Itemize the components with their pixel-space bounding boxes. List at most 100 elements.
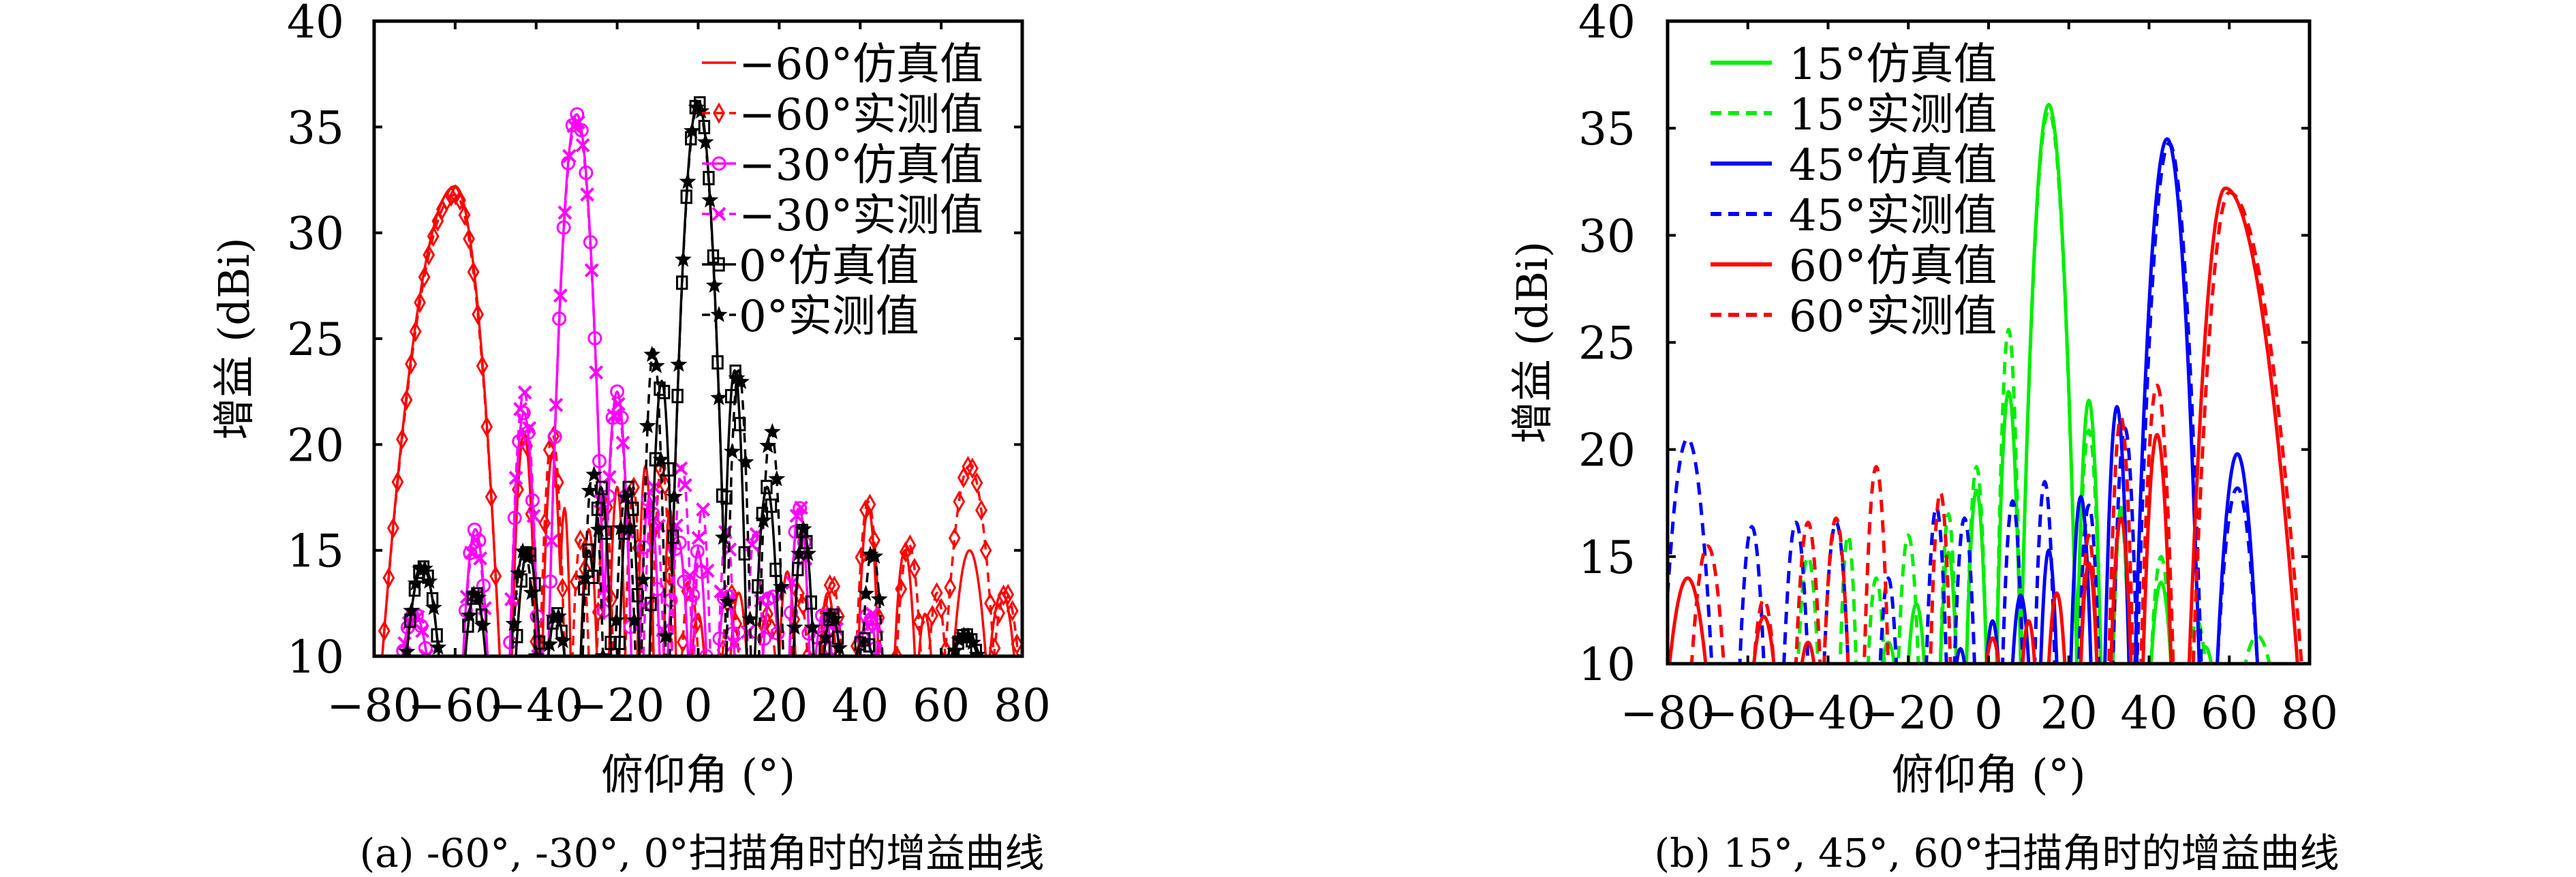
- legend-marker: [710, 305, 728, 322]
- data-point: [714, 528, 732, 545]
- data-point: [622, 480, 634, 495]
- data-point: [610, 384, 625, 399]
- data-point: [680, 189, 692, 204]
- data-point: [431, 210, 444, 232]
- data-point: [828, 575, 841, 598]
- data-point: [670, 355, 688, 372]
- chart-caption: (b) 15°, 45°, 60°扫描角时的增益曲线: [1655, 830, 2340, 876]
- data-point: [673, 461, 688, 476]
- data-point: [580, 187, 595, 202]
- x-axis-label: 俯仰角 (°): [1891, 750, 2085, 799]
- data-point: [863, 638, 876, 653]
- y-tick-label: 35: [1578, 103, 1636, 155]
- data-point: [508, 471, 523, 485]
- data-point: [855, 547, 868, 568]
- data-point: [801, 645, 814, 656]
- legend-marker: [713, 102, 725, 124]
- data-point: [513, 401, 527, 416]
- x-tick-label: 60: [913, 679, 970, 732]
- y-tick-label: 40: [287, 0, 344, 48]
- data-point: [594, 647, 612, 656]
- legend-label: 15°仿真值: [1789, 40, 1997, 90]
- data-point: [866, 547, 884, 564]
- data-point: [979, 540, 992, 561]
- data-point: [423, 244, 435, 266]
- data-point: [733, 373, 750, 389]
- chart-caption: (a) -60°, -30°, 0°扫描角时的增益曲线: [360, 830, 1045, 876]
- data-point: [480, 416, 493, 437]
- x-tick-label: 80: [994, 679, 1051, 732]
- x-tick-label: 0: [684, 679, 713, 732]
- data-point: [690, 613, 703, 635]
- data-point: [557, 205, 572, 220]
- data-point: [628, 476, 640, 498]
- data-point: [473, 551, 488, 566]
- data-point: [552, 311, 567, 326]
- data-point: [562, 149, 577, 164]
- y-tick-label: 30: [1578, 210, 1636, 262]
- data-point: [759, 437, 777, 453]
- data-point: [1002, 583, 1015, 606]
- data-point: [531, 649, 546, 656]
- data-point: [700, 563, 715, 578]
- data-point: [607, 408, 622, 423]
- legend-label: 45°仿真值: [1789, 140, 1997, 191]
- data-point: [686, 587, 701, 602]
- series-line-2: [1954, 137, 2260, 664]
- data-point: [556, 577, 569, 599]
- data-point: [795, 520, 812, 537]
- data-point: [431, 628, 443, 643]
- data-point: [571, 115, 585, 129]
- data-point: [970, 472, 983, 494]
- data-point: [396, 428, 408, 450]
- data-point: [407, 574, 425, 591]
- data-point: [554, 632, 572, 649]
- data-point: [710, 388, 728, 405]
- data-point: [589, 365, 604, 380]
- data-point: [589, 521, 607, 538]
- data-point: [859, 499, 872, 521]
- data-point: [538, 512, 551, 534]
- data-point: [698, 119, 711, 134]
- data-point: [690, 544, 705, 559]
- data-point: [581, 482, 598, 499]
- legend-item: 45°实测值: [1711, 191, 1997, 241]
- legend-label: 60°实测值: [1789, 292, 1997, 342]
- data-point: [984, 592, 996, 615]
- x-tick-label: 60: [2201, 687, 2258, 739]
- data-point: [382, 567, 395, 589]
- data-point: [464, 545, 479, 560]
- data-point: [803, 618, 821, 635]
- x-tick-label: −40: [1781, 687, 1875, 739]
- data-point: [761, 603, 774, 625]
- chart-b: −80−60−40−20 0 20 40 60 80 10 15 20 25 30 35 40 俯仰角 (…: [1507, 0, 2340, 876]
- data-point: [684, 122, 701, 138]
- data-point: [763, 422, 781, 440]
- data-point: [607, 611, 625, 628]
- data-point: [611, 397, 626, 412]
- data-point: [517, 385, 532, 400]
- x-tick-label: 40: [2121, 687, 2178, 739]
- data-point: [926, 604, 938, 626]
- data-point: [414, 292, 427, 313]
- data-point: [865, 606, 880, 621]
- data-point: [946, 642, 964, 656]
- data-point: [930, 582, 943, 604]
- data-point: [463, 228, 476, 250]
- y-tick-label: 40: [1578, 0, 1636, 48]
- legend-item: 60°仿真值: [1711, 241, 1997, 292]
- data-point: [470, 589, 487, 605]
- data-point: [549, 607, 567, 624]
- data-point: [966, 457, 979, 479]
- legend-item: 45°仿真值: [1711, 140, 1997, 191]
- series-line-4: [1668, 186, 2299, 664]
- data-point: [485, 486, 497, 508]
- data-point: [510, 564, 527, 581]
- y-tick-label: 20: [287, 419, 344, 472]
- x-tick-label: 80: [2281, 687, 2338, 739]
- x-tick-label: −20: [1861, 687, 1956, 739]
- data-point: [701, 191, 719, 208]
- legend-item: 60°实测值: [1711, 292, 1997, 342]
- x-tick-label: 20: [2040, 687, 2098, 739]
